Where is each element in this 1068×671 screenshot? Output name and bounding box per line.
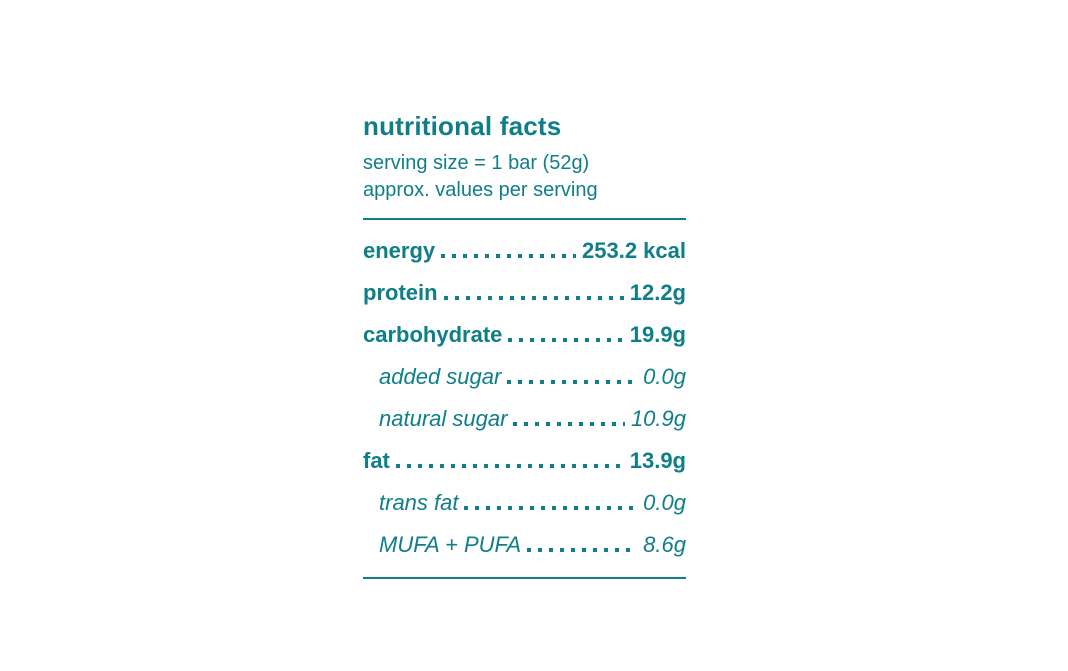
nutrient-value: 8.6g <box>643 532 686 557</box>
nutrient-label: MUFA + PUFA <box>379 532 521 557</box>
dot-leader <box>507 380 638 384</box>
approx-values-line: approx. values per serving <box>363 179 598 201</box>
nutrition-row-protein: protein 12.2g <box>363 280 686 322</box>
serving-size-line: serving size = 1 bar (52g) <box>363 152 590 174</box>
dot-leader <box>464 506 638 510</box>
nutrient-label: energy <box>363 238 436 263</box>
dot-leader <box>508 338 624 342</box>
top-divider <box>363 218 686 220</box>
nutrition-rows: energy 253.2 kcal protein 12.2g carbohyd… <box>363 238 686 574</box>
nutrient-label: trans fat <box>379 490 459 515</box>
nutrient-label: fat <box>363 448 390 473</box>
nutrient-label: carbohydrate <box>363 322 503 347</box>
bottom-divider <box>363 577 686 579</box>
panel-title: nutritional facts <box>363 111 562 141</box>
nutrition-facts-panel: nutritional facts serving size = 1 bar (… <box>363 110 686 579</box>
nutrition-row-energy: energy 253.2 kcal <box>363 238 686 280</box>
dot-leader <box>395 464 624 468</box>
nutrient-value: 19.9g <box>629 322 686 347</box>
nutrition-row-mufa-pufa: MUFA + PUFA 8.6g <box>363 532 686 574</box>
nutrient-value: 253.2 kcal <box>582 238 686 263</box>
nutrient-value: 12.2g <box>629 280 686 305</box>
nutrition-row-trans-fat: trans fat 0.0g <box>363 490 686 532</box>
nutrient-value: 13.9g <box>629 448 686 473</box>
dot-leader <box>443 296 624 300</box>
dot-leader <box>441 254 577 258</box>
nutrient-value: 0.0g <box>643 364 686 389</box>
nutrient-value: 10.9g <box>630 406 686 431</box>
dot-leader <box>527 548 638 552</box>
nutrition-row-added-sugar: added sugar 0.0g <box>363 364 686 406</box>
nutrition-row-carbohydrate: carbohydrate 19.9g <box>363 322 686 364</box>
nutrient-value: 0.0g <box>643 490 686 515</box>
dot-leader <box>513 422 625 426</box>
serving-info: serving size = 1 bar (52g) approx. value… <box>363 150 686 204</box>
nutrition-row-natural-sugar: natural sugar 10.9g <box>363 406 686 448</box>
nutrient-label: added sugar <box>379 364 502 389</box>
nutrition-row-fat: fat 13.9g <box>363 448 686 490</box>
nutrient-label: natural sugar <box>379 406 508 431</box>
nutrient-label: protein <box>363 280 438 305</box>
